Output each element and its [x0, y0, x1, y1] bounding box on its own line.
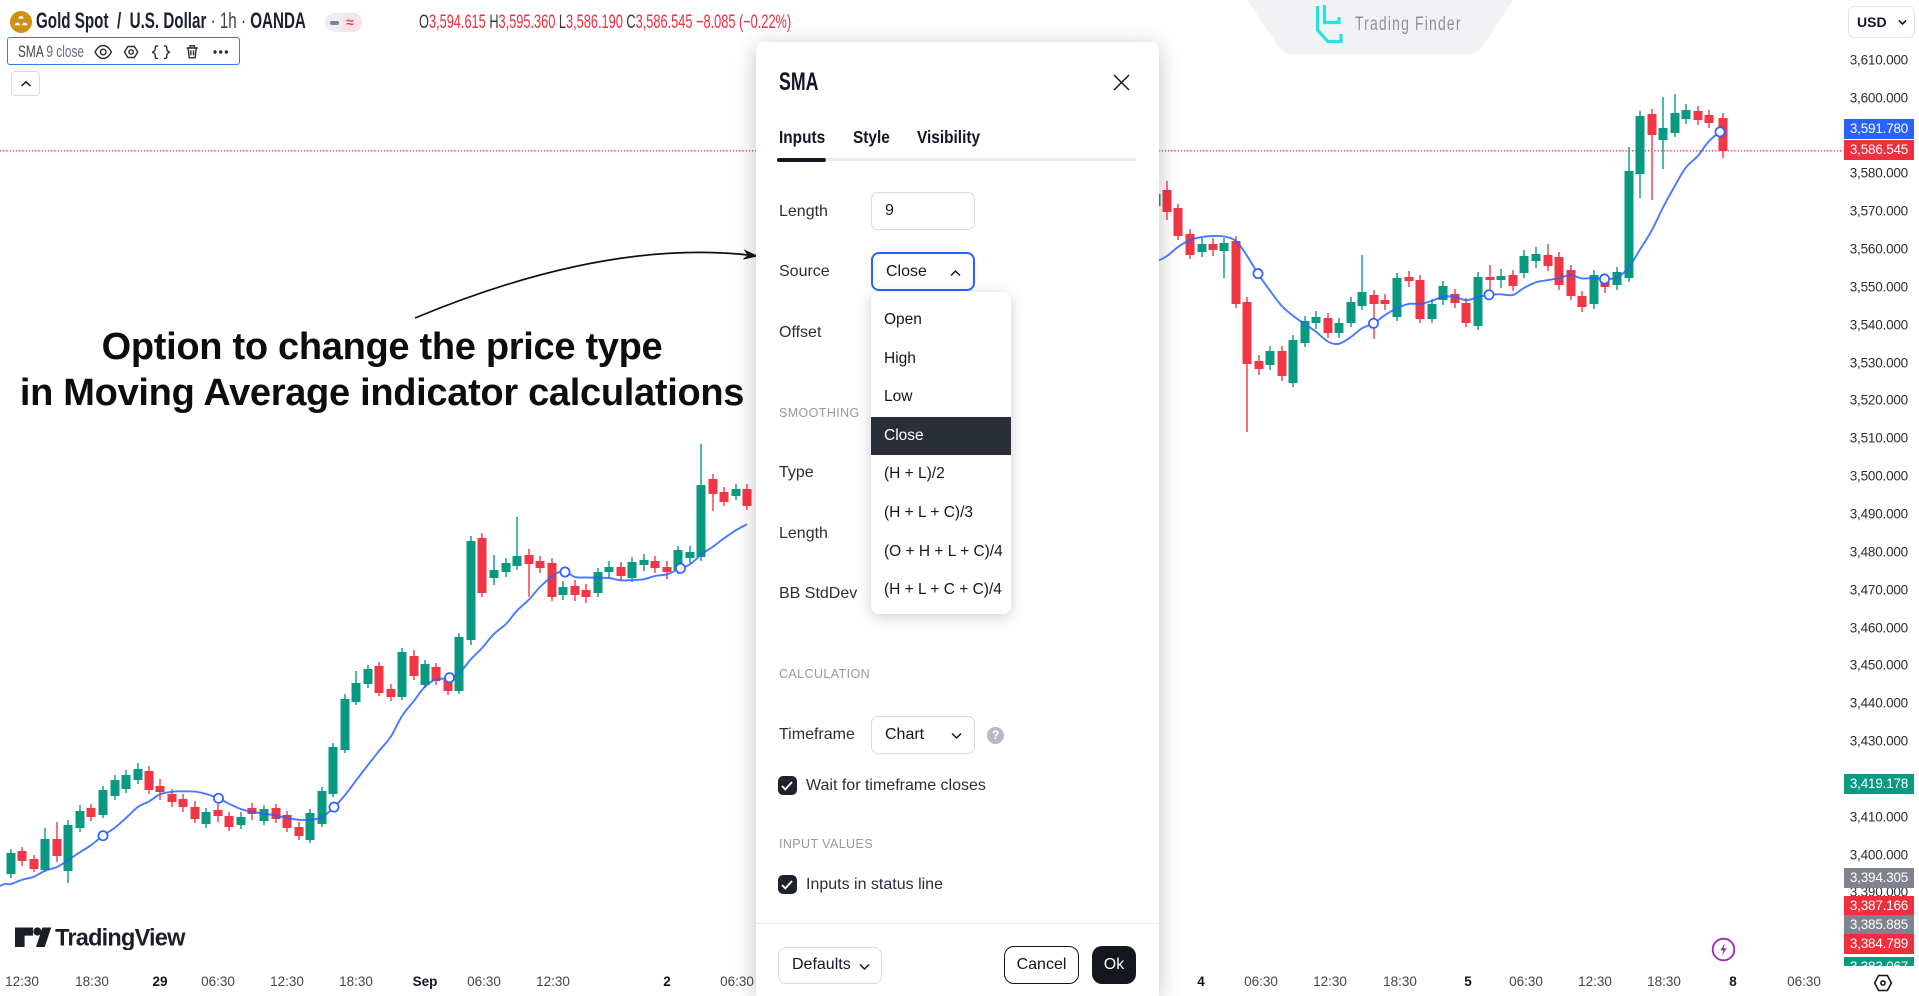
svg-text:TradingView: TradingView [55, 926, 186, 950]
svg-text:Trading Finder: Trading Finder [1355, 13, 1462, 35]
